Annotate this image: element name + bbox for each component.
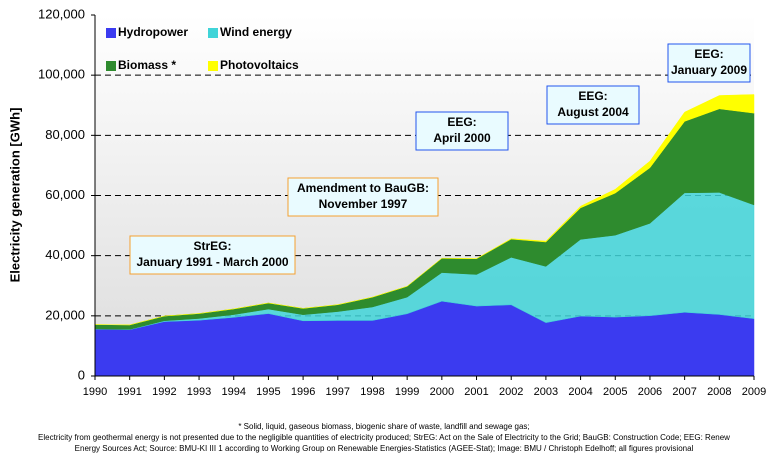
- y-tick-label: 120,000: [38, 6, 85, 21]
- annotation-text: August 2004: [557, 105, 629, 119]
- x-tick-label: 2006: [638, 386, 662, 398]
- y-tick-label: 20,000: [45, 307, 85, 322]
- x-tick-label: 2005: [603, 386, 627, 398]
- legend-label: Photovoltaics: [220, 58, 299, 72]
- annotation-box: [415, 111, 509, 151]
- x-tick-label: 2007: [672, 386, 696, 398]
- x-tick-label: 1992: [152, 386, 176, 398]
- annotation-text: April 2000: [433, 131, 491, 145]
- x-tick-label: 2002: [499, 386, 523, 398]
- annotation-text: November 1997: [319, 197, 408, 211]
- x-tick-label: 1991: [117, 386, 141, 398]
- annotation-box: [287, 177, 439, 217]
- y-tick-label: 60,000: [45, 187, 85, 202]
- footnote: Electricity from geothermal energy is no…: [38, 433, 730, 442]
- footnote: * Solid, liquid, gaseous biomass, biogen…: [238, 422, 529, 431]
- x-tick-label: 1999: [395, 386, 419, 398]
- y-tick-label: 0: [78, 367, 85, 382]
- legend-swatch: [106, 61, 116, 71]
- legend-label: Biomass *: [118, 58, 176, 72]
- x-tick-label: 1998: [360, 386, 384, 398]
- y-axis-title: Electricity generation [GWh]: [7, 108, 22, 283]
- x-tick-label: 2001: [464, 386, 488, 398]
- x-tick-label: 1996: [291, 386, 315, 398]
- legend-label: Hydropower: [118, 25, 188, 39]
- x-tick-label: 1993: [187, 386, 211, 398]
- x-tick-label: 1990: [83, 386, 107, 398]
- legend-swatch: [208, 28, 218, 38]
- annotation-text: January 2009: [671, 63, 747, 77]
- x-tick-label: 2003: [534, 386, 558, 398]
- annotation-text: EEG:: [694, 47, 723, 61]
- x-tick-label: 2004: [568, 386, 592, 398]
- annotation-text: EEG:: [578, 89, 607, 103]
- annotation-box: [129, 235, 296, 275]
- x-tick-label: 1997: [326, 386, 350, 398]
- y-tick-label: 80,000: [45, 127, 85, 142]
- x-tick-label: 2009: [742, 386, 766, 398]
- legend-label: Wind energy: [220, 25, 292, 39]
- annotation-text: January 1991 - March 2000: [136, 255, 288, 269]
- annotation-box: [546, 85, 640, 125]
- area: [94, 94, 755, 326]
- legend-swatch: [106, 28, 116, 38]
- x-tick-label: 2008: [707, 386, 731, 398]
- x-tick-label: 1995: [256, 386, 280, 398]
- annotation-text: StrEG:: [193, 239, 231, 253]
- annotation-box: [667, 43, 751, 83]
- annotation-text: Amendment to BauGB:: [297, 181, 429, 195]
- x-tick-label: 2000: [430, 386, 454, 398]
- y-tick-label: 40,000: [45, 247, 85, 262]
- annotation-text: EEG:: [447, 115, 476, 129]
- x-tick-label: 1994: [221, 386, 245, 398]
- legend-swatch: [208, 61, 218, 71]
- y-tick-label: 100,000: [38, 67, 85, 82]
- footnote: Energy Sources Act; Source: BMU-KI III 1…: [75, 444, 694, 453]
